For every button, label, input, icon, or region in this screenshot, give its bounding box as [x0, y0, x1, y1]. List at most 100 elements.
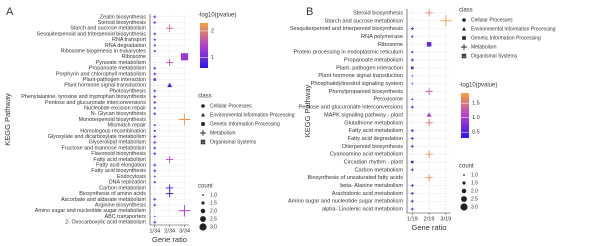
point — [153, 21, 157, 24]
point — [410, 207, 414, 211]
class-legend-symbol — [461, 53, 467, 59]
y-tick-label: Pyruvate metabolism — [96, 60, 147, 66]
y-tick-label: Arginine biosynthesis — [95, 202, 146, 208]
class-legend-label: Metabolism — [471, 44, 497, 50]
y-tick-label: Sesquiterpenoid and triterpenoid biosynt… — [290, 26, 403, 32]
size-legend-symbol — [463, 174, 465, 176]
point — [166, 155, 174, 164]
class-legend-label: Environmental Information Processing — [210, 112, 295, 118]
y-tick-label: Biosynthesis of amino acids — [79, 191, 146, 197]
class-legend-label: Genetic Information Processing — [210, 121, 280, 127]
point — [166, 58, 174, 67]
y-tick-label: 2- Oxocarboxylic acid metabolism — [65, 220, 146, 226]
point — [153, 169, 157, 173]
y-tick-label: Monoterpenoid biosynthesis — [79, 117, 147, 123]
size-legend-label: 2.0 — [210, 208, 217, 214]
point — [410, 144, 414, 148]
point — [153, 100, 157, 104]
y-tick-label: Pentose and glucuronate interconversions — [299, 105, 404, 111]
y-tick-label: Glycerolipid metabolism — [89, 140, 147, 146]
class-legend-title: class — [198, 94, 212, 100]
point — [426, 42, 432, 47]
size-legend-label: 2.0 — [471, 188, 478, 194]
point — [153, 78, 157, 81]
class-legend-symbol — [462, 36, 466, 40]
y-tick-label: Diterpenoid biosynthesis — [342, 144, 403, 150]
size-legend-symbol — [200, 216, 206, 222]
point — [410, 199, 414, 203]
point — [153, 95, 157, 99]
size-legend-label: 1.0 — [210, 192, 217, 198]
y-tick-label: Phenylpropanoid biosynthesis — [329, 89, 404, 95]
size-legend-symbol — [199, 223, 207, 231]
class-legend-label: Environmental Information Processing — [471, 26, 556, 32]
point — [410, 105, 414, 109]
size-legend-label: 2.5 — [210, 216, 217, 222]
point — [153, 215, 156, 218]
class-legend-label: Metabolism — [210, 130, 236, 136]
y-tick-label: ABC transporters — [105, 214, 147, 220]
y-tick-label: Fatty acid metabolism — [93, 157, 146, 163]
point — [411, 98, 414, 101]
y-tick-label: Biosynthesis of unsaturated fatty acids — [308, 175, 404, 181]
point — [410, 168, 414, 172]
y-tick-label: Ribosome biogenesis in eukaryotes — [61, 48, 147, 54]
y-tick-label: Mismatch repair — [108, 123, 147, 129]
class-legend-title: class — [459, 8, 473, 14]
point — [153, 140, 157, 144]
point — [153, 203, 157, 207]
y-tick-label: DNA replication — [109, 180, 146, 186]
y-tick-label: Propanoate metabolism — [89, 66, 147, 72]
y-tick-label: Porphyrin and chlorophyll metabolism — [56, 71, 147, 77]
size-legend-symbol — [201, 201, 205, 205]
colorbar — [200, 23, 208, 68]
y-tick-label: Glyoxylate and dicarboxylate metabolism — [48, 134, 147, 140]
point — [153, 197, 157, 201]
point — [410, 184, 414, 187]
point — [153, 50, 156, 52]
point — [153, 163, 157, 167]
y-tick-label: RNA polymerase — [361, 34, 403, 40]
size-legend-symbol — [462, 181, 466, 185]
class-legend-symbol — [201, 112, 205, 117]
y-tick-label: Flavonoid biosynthesis — [91, 151, 146, 157]
point — [167, 82, 173, 88]
class-legend-label: Cellular Processes — [471, 17, 513, 23]
class-legend-symbol — [201, 122, 205, 126]
point — [153, 72, 157, 76]
point — [426, 112, 432, 117]
size-legend-symbol — [202, 194, 204, 196]
y-tick-label: Carbon metabolism — [354, 167, 403, 173]
y-tick-label: Plant hormone signal transduction — [318, 73, 403, 79]
point — [180, 53, 189, 61]
panel-tag: B — [306, 6, 313, 18]
x-tick-label: 3/19 — [440, 216, 451, 222]
x-axis-label: Gene ratio — [152, 235, 187, 244]
y-tick-label: Photosynthesis — [109, 88, 146, 94]
point — [153, 220, 157, 224]
point — [153, 38, 156, 41]
class-legend-symbol — [462, 18, 466, 22]
point — [153, 175, 156, 178]
y-tick-label: Nucleotide excision repair — [84, 106, 146, 112]
y-tick-label: RNA degradation — [105, 43, 146, 49]
class-legend-label: Organismal Systems — [471, 53, 518, 59]
point — [410, 129, 414, 133]
color-legend-title: -log10(pvalue) — [198, 13, 236, 19]
point — [153, 135, 157, 139]
y-tick-label: Fatty acid biosynthesis — [91, 168, 146, 174]
class-legend-symbol — [461, 44, 467, 50]
class-legend-label: Genetic Information Processing — [471, 35, 541, 41]
point — [178, 204, 191, 217]
y-tick-label: Endocytosis — [117, 174, 146, 180]
point — [178, 113, 191, 126]
y-tick-label: Fatty acid degradation — [348, 136, 403, 142]
point — [153, 146, 157, 150]
y-tick-label: Ascorbate and aldarate metabolism — [61, 197, 147, 203]
y-tick-label: Starch and sucrose metabolism — [325, 18, 404, 24]
y-tick-label: Cyanoamino acid metabolism — [330, 152, 404, 158]
y-tick-label: Phosphatidylinositol signaling system — [311, 81, 404, 87]
y-axis-label: KEGG Pathway — [303, 84, 312, 137]
point — [410, 191, 414, 195]
